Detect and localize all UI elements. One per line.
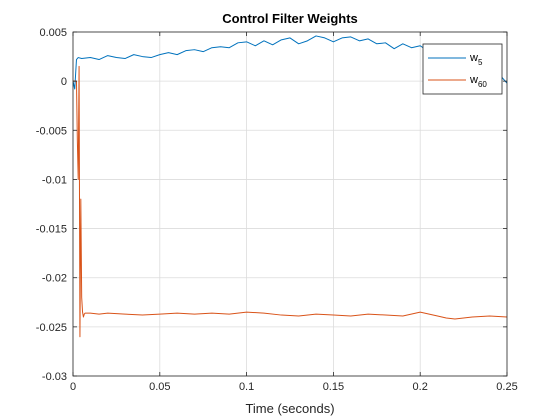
legend-box xyxy=(423,44,502,94)
chart-title: Control Filter Weights xyxy=(222,11,358,26)
x-tick-label: 0.05 xyxy=(149,381,170,393)
x-tick-label: 0.15 xyxy=(323,381,344,393)
x-tick-label: 0.1 xyxy=(239,381,254,393)
y-tick-label: -0.005 xyxy=(36,125,67,137)
y-tick-label: -0.015 xyxy=(36,224,67,236)
legend-label-base: w xyxy=(469,52,478,64)
legend-label-base: w xyxy=(469,74,478,86)
y-tick-label: -0.02 xyxy=(42,273,67,285)
x-tick-label: 0.2 xyxy=(413,381,428,393)
y-tick-label: 0.005 xyxy=(39,27,67,39)
legend-label-subscript: 5 xyxy=(478,58,483,67)
y-tick-label: -0.01 xyxy=(42,174,67,186)
y-tick-label: -0.025 xyxy=(36,322,67,334)
x-axis-label: Time (seconds) xyxy=(245,401,334,416)
legend-label-subscript: 60 xyxy=(478,80,487,89)
x-tick-label: 0.25 xyxy=(496,381,517,393)
x-tick-label: 0 xyxy=(70,381,76,393)
y-tick-label: 0 xyxy=(61,76,67,88)
y-tick-label: -0.03 xyxy=(42,371,67,383)
